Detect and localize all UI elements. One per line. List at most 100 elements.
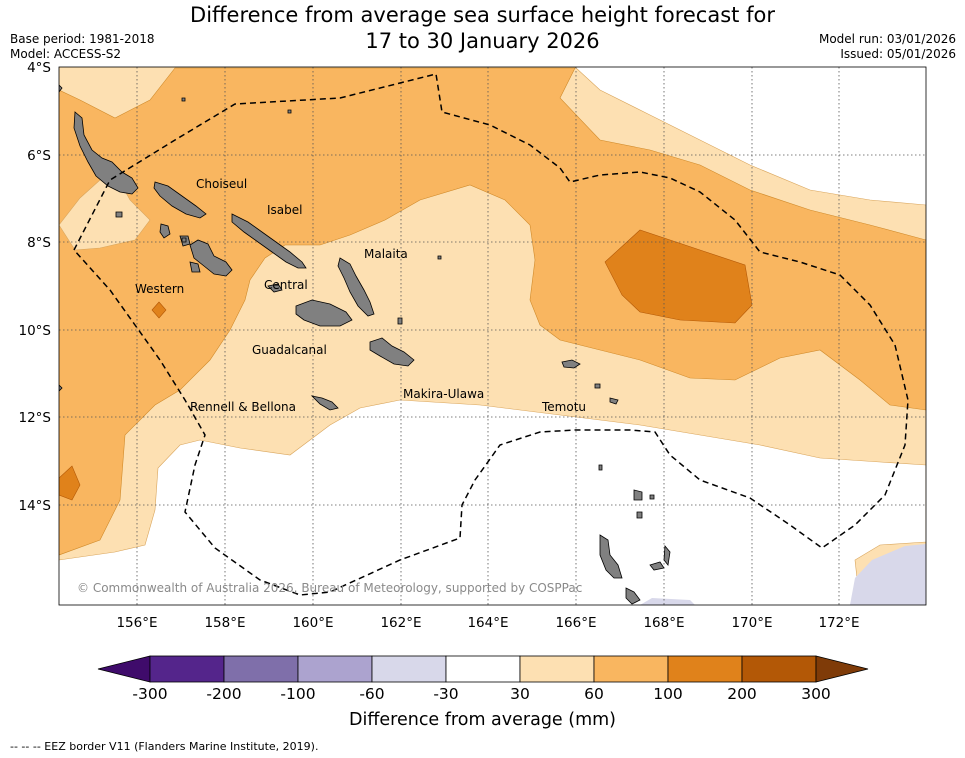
- colorbar-label-200: 200: [727, 685, 757, 703]
- anomaly-pocket-30-60: [59, 177, 151, 251]
- anomaly-band-100-200-east: [604, 229, 753, 324]
- lon-axis: 156°E 158°E 160°E 162°E 164°E 166°E 168°…: [116, 615, 859, 631]
- island-santa-cruz: [561, 359, 581, 369]
- anomaly-band-100-200-small: [151, 301, 167, 319]
- anomaly-band-100-200-west: [59, 465, 81, 501]
- lon-label-162e: 162°E: [380, 615, 421, 631]
- colorbar-swatch: [149, 655, 225, 683]
- lon-label-166e: 166°E: [555, 615, 596, 631]
- lat-label-6s: 6°S: [27, 148, 51, 164]
- lon-label-158e: 158°E: [204, 615, 245, 631]
- island-new-georgia: [189, 239, 233, 277]
- island-vanua-lava: [636, 511, 643, 519]
- island-espiritu-santo: [599, 534, 623, 579]
- eez-footnote: -- -- -- EEZ border V11 (Flanders Marine…: [10, 740, 319, 753]
- island-bougainville: [73, 111, 139, 195]
- island-malekula: [625, 587, 641, 605]
- island-maewo: [663, 544, 671, 566]
- colorbar-swatch: [741, 655, 817, 683]
- colorbar-extend-low: [97, 655, 151, 683]
- island-small-4: [649, 494, 655, 500]
- colorbar: [97, 655, 869, 683]
- island-vella-lavella: [159, 223, 171, 239]
- colorbar-swatch: [445, 655, 521, 683]
- colorbar-swatch: [593, 655, 669, 683]
- map-area: © Commonwealth of Australia 2026, Bureau…: [59, 67, 926, 605]
- colorbar-swatch: [297, 655, 373, 683]
- anomaly-band-60-100: [59, 67, 926, 556]
- anomaly-band-minus60-minus30: [850, 544, 926, 605]
- island-rennell: [310, 395, 339, 411]
- lat-label-8s: 8°S: [27, 235, 51, 251]
- meta-right: Model run: 03/01/2026 Issued: 05/01/2026: [819, 32, 956, 62]
- colorbar-swatch: [371, 655, 447, 683]
- colorbar-label-minus300: -300: [132, 685, 168, 703]
- lon-label-172e: 172°E: [818, 615, 859, 631]
- label-malaita: Malaita: [364, 247, 408, 261]
- model-name: Model: ACCESS-S2: [10, 47, 122, 61]
- island-small-8: [59, 384, 63, 392]
- colorbar-title: Difference from average (mm): [348, 710, 617, 730]
- colorbar-label-300: 300: [801, 685, 831, 703]
- title-line-1: Difference from average sea surface heig…: [190, 3, 775, 27]
- island-isabel: [231, 213, 307, 269]
- island-guadalcanal: [295, 299, 353, 327]
- island-small-2: [397, 317, 403, 325]
- island-vanikoro: [594, 383, 601, 389]
- colorbar-label-100: 100: [653, 685, 683, 703]
- label-choiseul: Choiseul: [196, 177, 247, 191]
- island-small-7: [287, 109, 292, 114]
- lat-label-14s: 14°S: [19, 498, 52, 514]
- island-rendova: [189, 261, 201, 273]
- island-makira: [369, 337, 415, 367]
- label-central: Central: [264, 278, 308, 292]
- island-buka: [59, 84, 63, 93]
- colorbar-swatch: [667, 655, 743, 683]
- island-small-3: [609, 397, 619, 405]
- copyright-text: © Commonwealth of Australia 2026, Bureau…: [77, 581, 582, 595]
- province-labels: Choiseul Isabel Malaita Western Central …: [135, 177, 586, 414]
- colorbar-extend-high: [815, 655, 869, 683]
- island-small-5: [598, 464, 603, 471]
- lon-label-168e: 168°E: [643, 615, 684, 631]
- island-small-9: [437, 255, 442, 260]
- lat-label-12s: 12°S: [19, 410, 52, 426]
- label-guadalcanal: Guadalcanal: [252, 343, 327, 357]
- label-temotu: Temotu: [541, 400, 586, 414]
- lat-label-10s: 10°S: [19, 323, 52, 339]
- label-western: Western: [135, 282, 184, 296]
- base-period: Base period: 1981-2018: [10, 32, 155, 46]
- island-choiseul: [153, 181, 207, 219]
- land-masses: [59, 84, 671, 605]
- island-shortland: [115, 211, 123, 218]
- eez-border: [73, 73, 909, 596]
- colorbar-label-minus100: -100: [280, 685, 316, 703]
- island-ambae: [649, 561, 665, 571]
- lon-label-156e: 156°E: [116, 615, 157, 631]
- lat-axis: 4°S 6°S 8°S 10°S 12°S 14°S: [19, 60, 52, 514]
- island-florida: [267, 283, 283, 293]
- colorbar-label-minus60: -60: [359, 685, 385, 703]
- lat-label-4s: 4°S: [27, 60, 51, 76]
- chart-title: Difference from average sea surface heig…: [0, 2, 965, 54]
- colorbar-label-minus30: -30: [433, 685, 459, 703]
- lon-label-160e: 160°E: [292, 615, 333, 631]
- island-gaua: [633, 489, 643, 501]
- issued-date: Issued: 05/01/2026: [840, 47, 956, 61]
- map-frame: [58, 66, 927, 606]
- meta-left: Base period: 1981-2018 Model: ACCESS-S2: [10, 32, 155, 62]
- model-run: Model run: 03/01/2026: [818, 32, 956, 46]
- island-malaita: [337, 257, 375, 317]
- colorbar-label-30: 30: [510, 685, 530, 703]
- colorbar-swatch: [519, 655, 595, 683]
- label-makira-ulawa: Makira-Ulawa: [403, 387, 484, 401]
- island-small-1: [181, 237, 187, 243]
- colorbar-label-60: 60: [584, 685, 604, 703]
- colorbar-swatch: [223, 655, 299, 683]
- island-small-6: [181, 97, 186, 102]
- colorbar-label-minus200: -200: [206, 685, 242, 703]
- title-line-2: 17 to 30 January 2026: [365, 29, 600, 53]
- lon-label-164e: 164°E: [467, 615, 508, 631]
- anomaly-band-minus60-minus30-small: [640, 598, 695, 605]
